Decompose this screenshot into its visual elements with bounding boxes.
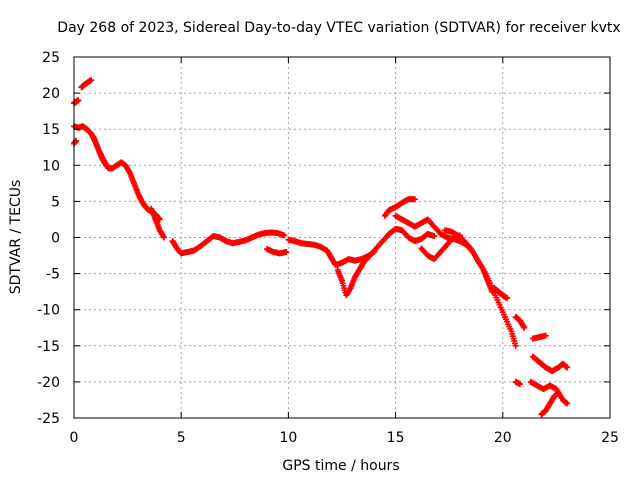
data-point (281, 232, 288, 239)
data-point (512, 342, 519, 349)
series-arc-7 (169, 229, 288, 257)
grid-lines (74, 57, 610, 418)
series-arc-3 (71, 137, 80, 147)
x-tick-label: 10 (279, 430, 297, 446)
series-arc-11 (381, 196, 418, 219)
series-arc-15 (491, 285, 511, 302)
series-arc-14 (441, 227, 496, 295)
data-point (75, 97, 82, 104)
x-tick-label: 20 (494, 430, 512, 446)
series-arc-2 (78, 77, 95, 91)
x-tick-label: 0 (70, 430, 79, 446)
series-arc-4 (71, 123, 163, 223)
y-tick-label: -10 (37, 303, 60, 319)
y-tick-label: -25 (37, 411, 60, 427)
y-tick-label: -20 (37, 375, 60, 391)
data-point (283, 248, 290, 255)
data-point (161, 234, 168, 241)
series-arc-20 (512, 378, 523, 388)
series-arc-1 (71, 97, 82, 107)
series-arc-5 (90, 133, 110, 169)
data-point (564, 400, 571, 407)
x-axis-title: GPS time / hours (282, 458, 399, 474)
data-point (521, 324, 528, 331)
y-tick-label: 10 (42, 158, 60, 174)
y-tick-label: 5 (51, 194, 60, 210)
series-arc-16 (512, 313, 528, 331)
x-tick-label: 5 (177, 430, 186, 446)
series-arc-18 (529, 353, 571, 375)
y-tick-label: 0 (51, 231, 60, 247)
y-axis-title: SDTVAR / TECUs (8, 180, 24, 295)
y-tick-label: 20 (42, 86, 60, 102)
y-tick-label: -5 (46, 267, 60, 283)
data-point (431, 233, 438, 240)
data-point (489, 288, 496, 295)
data-point (516, 381, 523, 388)
data-point (542, 332, 549, 339)
data-point (504, 295, 511, 302)
series-arc-10 (334, 225, 438, 299)
data-point (103, 162, 110, 169)
y-tick-label: 15 (42, 122, 60, 138)
data-point (88, 77, 95, 84)
data-point (564, 364, 571, 371)
data-points (71, 77, 571, 418)
series-arc-8 (263, 246, 290, 257)
data-point (411, 196, 418, 203)
data-point (555, 389, 562, 396)
axis-ticks: 0 5 10 15 20 25 25 20 15 10 5 0 -5 -10 -15 -20 -25 (37, 50, 619, 446)
series-arc-6 (148, 205, 168, 241)
x-tick-label: 25 (601, 430, 619, 446)
series-arc-17 (529, 332, 549, 342)
x-tick-label: 15 (387, 430, 405, 446)
series-arc-19 (527, 378, 571, 407)
y-tick-label: 25 (42, 50, 60, 66)
y-tick-label: -15 (37, 339, 60, 355)
series-arc-21 (538, 389, 562, 418)
chart-title: Day 268 of 2023, Sidereal Day-to-day VTE… (57, 20, 620, 36)
